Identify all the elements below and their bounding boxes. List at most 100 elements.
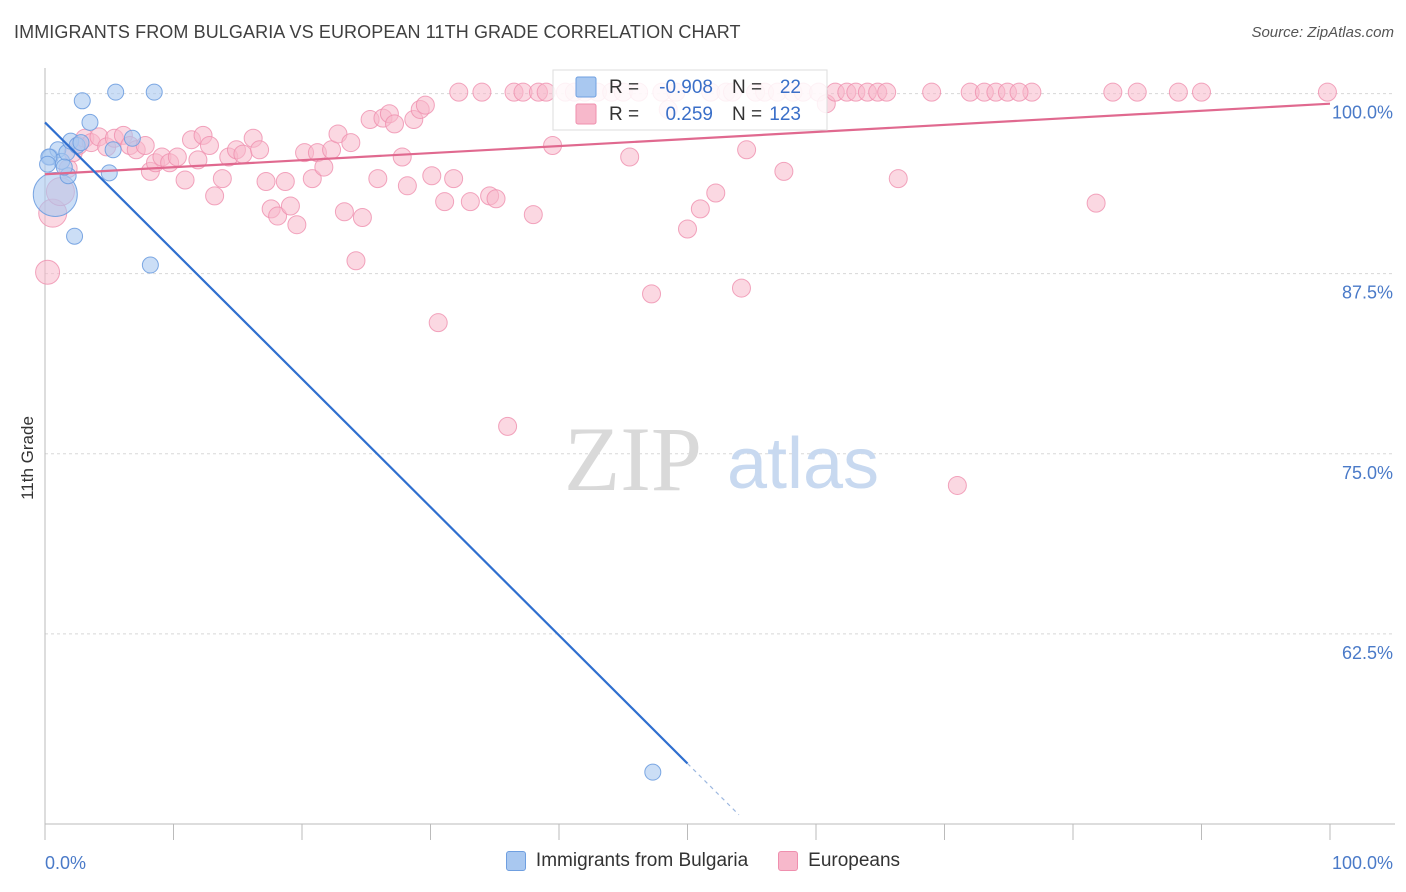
gridlines [45, 93, 1395, 635]
stats-box-frame [552, 69, 828, 131]
bulgaria-point-13 [104, 141, 122, 159]
europe-point-42 [322, 140, 342, 160]
axes [44, 68, 1395, 840]
europe-point-36 [280, 196, 300, 216]
y-tick-label-1: 87.5% [1342, 283, 1393, 303]
europe-point-52 [385, 114, 405, 134]
europe-point-0 [35, 259, 61, 285]
europe-point-72 [536, 82, 556, 102]
europe-point-46 [346, 251, 366, 271]
stats-r-value-2: 0.259 [665, 104, 713, 125]
bulgaria-point-21 [644, 763, 662, 781]
watermark: ZIP atlas [564, 408, 879, 510]
watermark-atlas: atlas [727, 424, 879, 504]
stats-n-label-1: N = [732, 77, 762, 98]
legend-item-bulgaria[interactable]: Immigrants from Bulgaria [505, 850, 749, 872]
bulgaria-trend-line [44, 121, 689, 765]
europe-point-117 [1168, 82, 1188, 102]
bulgaria-trend-extension [687, 763, 740, 816]
legend-swatch-bulgaria [505, 851, 526, 871]
stats-n-label-2: N = [732, 104, 762, 125]
trend-lines [44, 102, 1331, 816]
europe-point-108 [888, 169, 908, 189]
europe-point-87 [690, 199, 710, 219]
europe-point-86 [678, 219, 697, 239]
bulgaria-point-9 [72, 134, 90, 152]
bulgaria-point-10 [73, 92, 91, 110]
legend-label-europeans: Europeans [808, 850, 901, 871]
europe-point-58 [422, 166, 442, 186]
europe-point-41 [314, 157, 334, 177]
europe-point-26 [212, 169, 232, 189]
europe-point-107 [877, 82, 897, 102]
bulgaria-point-16 [141, 256, 159, 274]
stats-legend: R = -0.908 N = 22 R = 0.259 N = 123 [552, 69, 828, 131]
y-tick-label-3: 62.5% [1342, 643, 1393, 663]
bulgaria-points [32, 83, 662, 781]
europe-point-63 [460, 192, 480, 212]
europe-point-120 [1086, 193, 1106, 213]
y-tick-labels: 100.0% 87.5% 75.0% 62.5% [1332, 103, 1393, 663]
europe-point-32 [256, 171, 276, 191]
europe-point-119 [1317, 82, 1337, 102]
stats-swatch-bulgaria [575, 76, 597, 98]
watermark-zip: ZIP [564, 408, 702, 510]
chart-title: IMMIGRANTS FROM BULGARIA VS EUROPEAN 11T… [14, 22, 741, 42]
legend-item-europeans[interactable]: Europeans [778, 850, 900, 872]
source-label: Source: ZipAtlas.com [1251, 24, 1394, 41]
europe-point-61 [444, 169, 464, 189]
europe-point-25 [205, 186, 225, 206]
europe-point-39 [302, 169, 322, 189]
europe-point-45 [341, 133, 361, 153]
europe-point-70 [523, 205, 543, 225]
bulgaria-point-15 [123, 129, 141, 147]
europe-point-19 [167, 147, 187, 167]
europe-point-93 [737, 140, 757, 160]
stats-r-value-1: -0.908 [659, 77, 713, 98]
europe-point-92 [731, 278, 751, 298]
europe-point-80 [620, 147, 640, 167]
europe-point-37 [287, 215, 307, 235]
legend-swatch-europeans [778, 851, 799, 871]
europe-point-31 [250, 140, 270, 160]
stats-swatch-europe [575, 103, 597, 125]
europe-point-89 [706, 183, 726, 203]
legend-label-bulgaria: Immigrants from Bulgaria [535, 850, 749, 871]
stats-r-label-2: R = [609, 104, 639, 125]
bulgaria-point-12 [100, 164, 118, 182]
europe-point-110 [947, 475, 967, 495]
europe-point-54 [397, 176, 417, 196]
y-axis-label: 11th Grade [18, 416, 37, 500]
x-tick-label-1: 100.0% [1332, 853, 1393, 873]
europe-point-44 [334, 202, 354, 222]
europe-trend-line [44, 102, 1331, 176]
europe-point-115 [1103, 82, 1123, 102]
x-tick-labels: 0.0% 100.0% [45, 853, 1393, 873]
europe-point-20 [175, 170, 195, 190]
europe-point-35 [275, 171, 295, 191]
europe-point-57 [415, 95, 435, 115]
europe-point-62 [449, 82, 469, 102]
series-legend: Immigrants from Bulgaria Europeans [0, 850, 1406, 872]
y-tick-label-2: 75.0% [1342, 463, 1393, 483]
stats-n-value-1: 22 [780, 77, 801, 98]
europe-point-53 [392, 147, 412, 167]
x-tick-label-0: 0.0% [45, 853, 86, 873]
bulgaria-point-11 [81, 113, 99, 131]
stats-r-label-1: R = [609, 77, 639, 98]
bulgaria-point-7 [66, 227, 84, 245]
europe-point-109 [922, 82, 942, 102]
europe-point-47 [352, 208, 372, 228]
europe-point-22 [188, 150, 208, 170]
europe-point-67 [498, 416, 518, 436]
y-tick-label-0: 100.0% [1332, 103, 1393, 123]
europe-point-29 [233, 144, 253, 164]
bulgaria-point-17 [145, 83, 163, 101]
europe-point-122 [1009, 82, 1029, 102]
europe-point-49 [368, 169, 388, 189]
europe-point-97 [774, 161, 794, 181]
europe-point-59 [428, 313, 448, 333]
europe-point-64 [472, 82, 492, 102]
bulgaria-point-20 [39, 155, 57, 173]
